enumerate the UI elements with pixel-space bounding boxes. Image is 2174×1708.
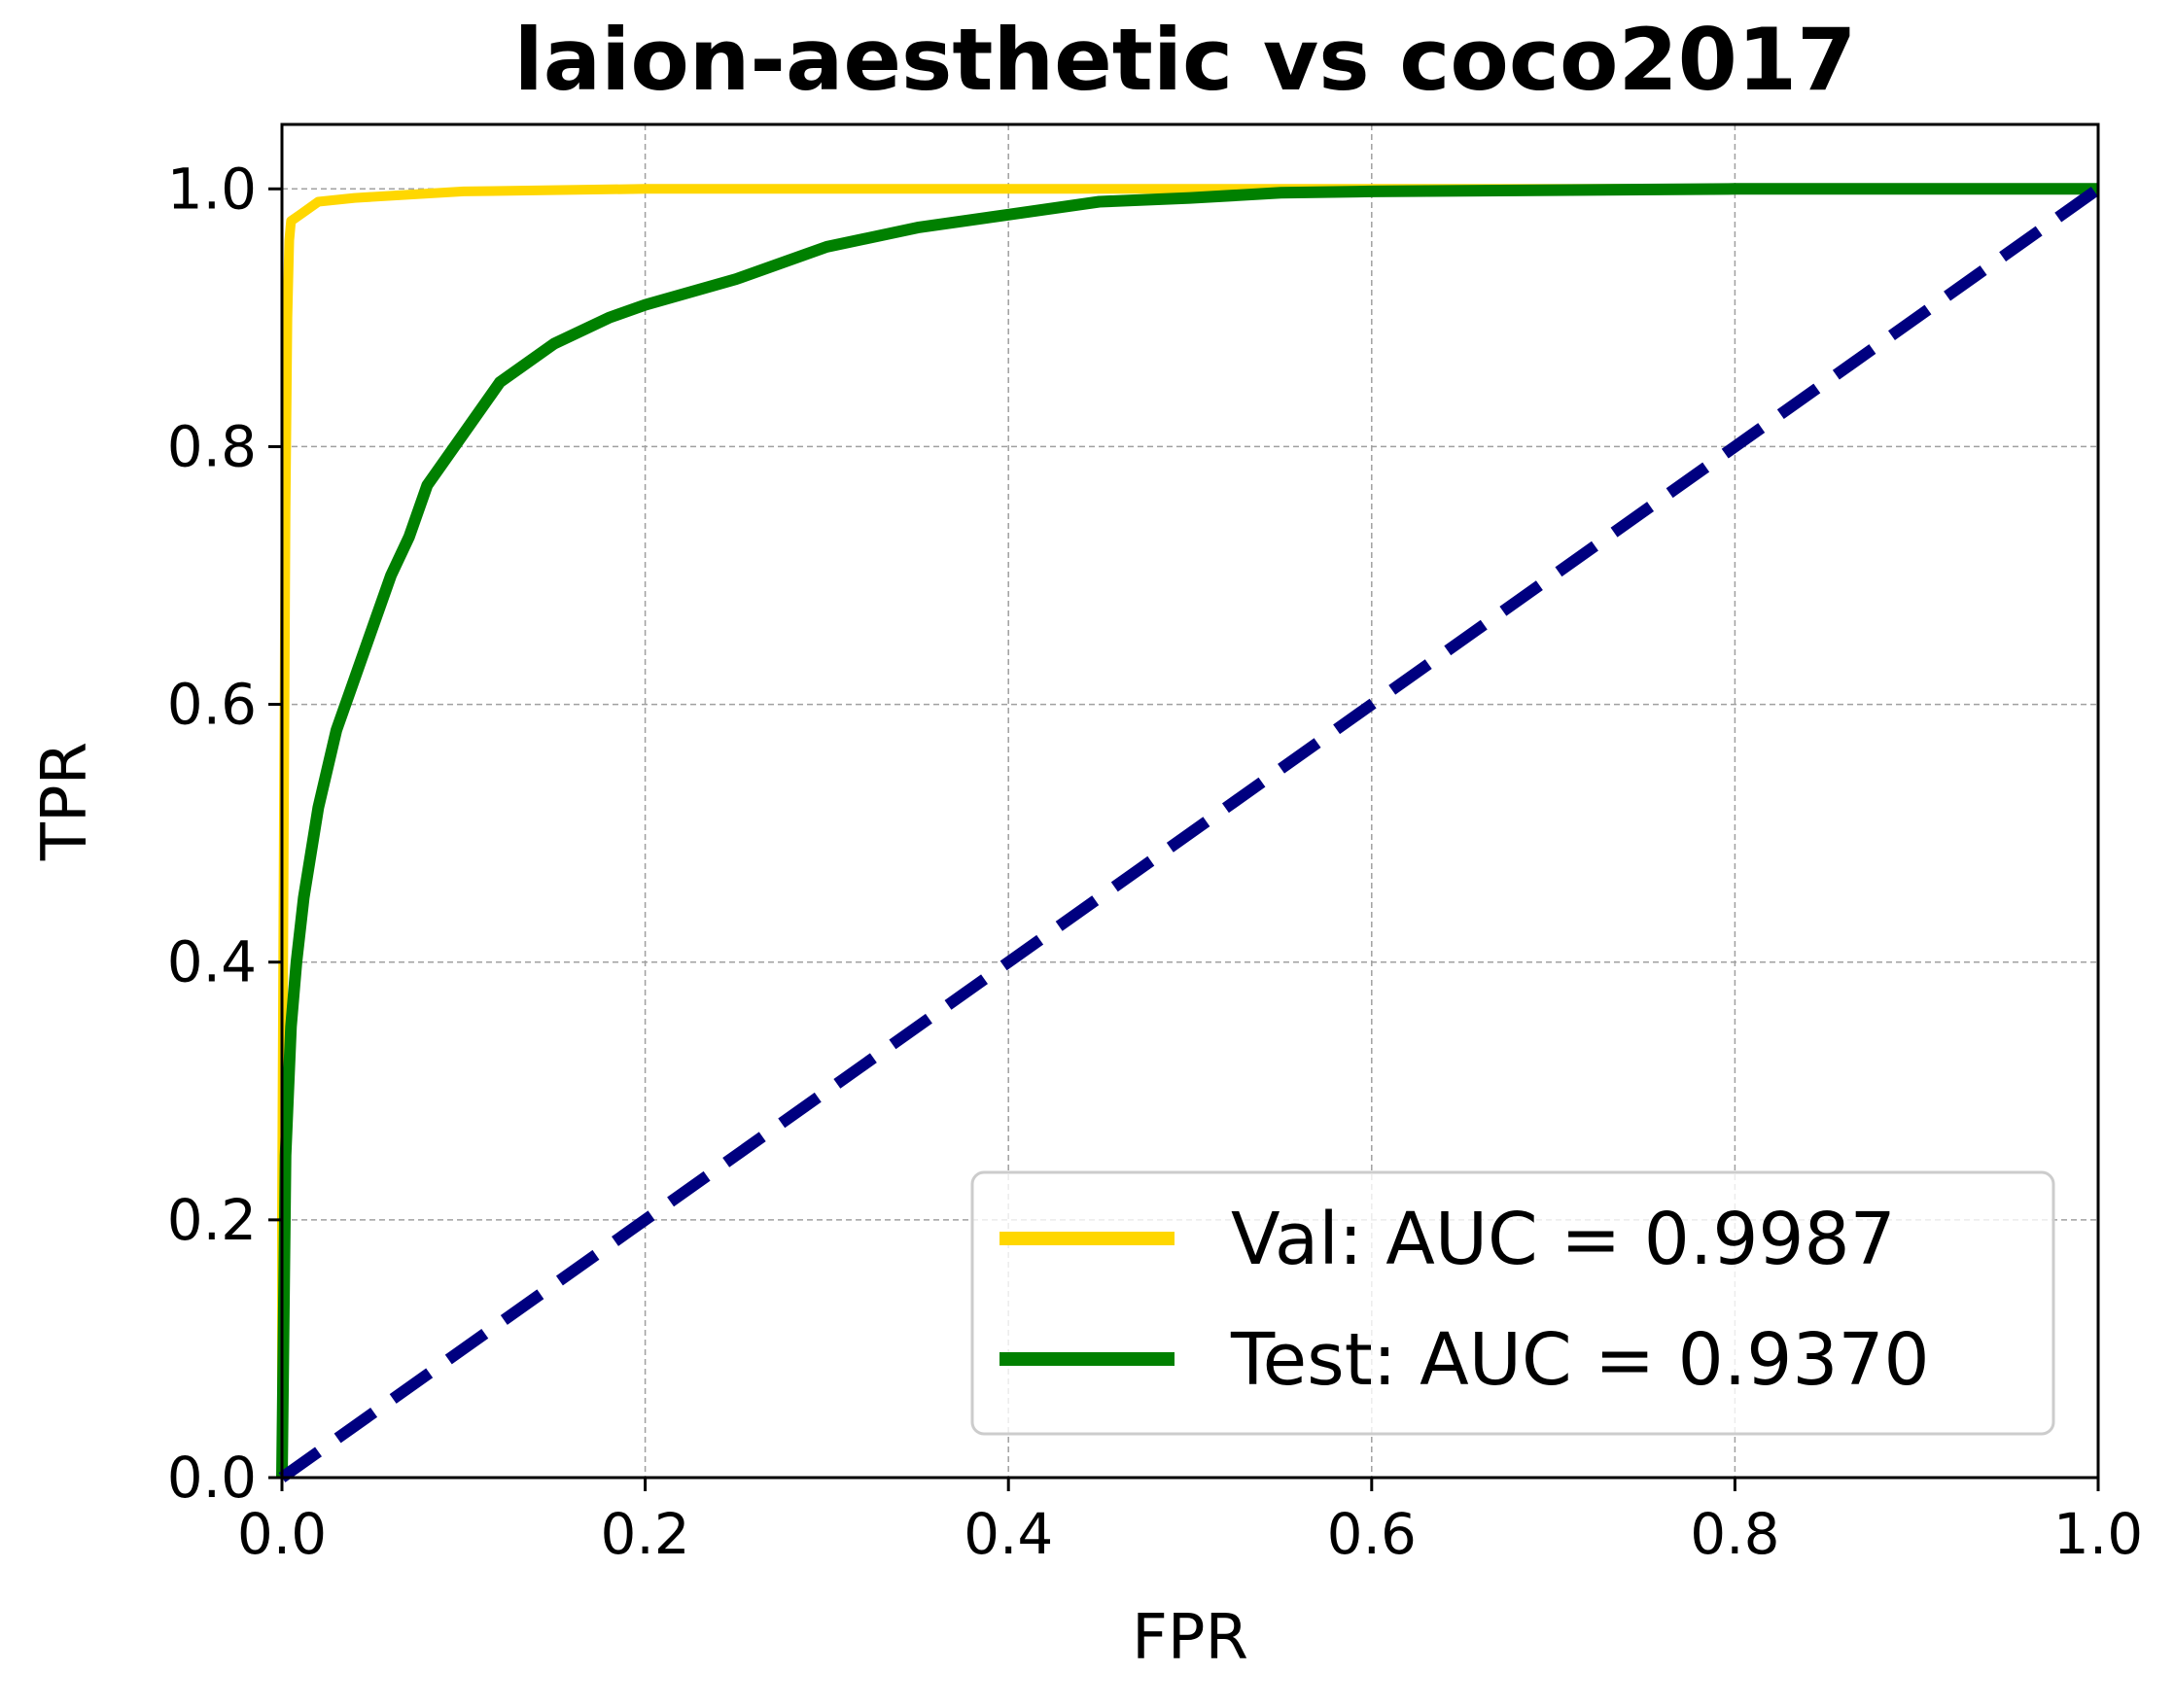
x-tick-label: 0.4: [964, 1501, 1053, 1567]
y-tick-label: 0.2: [167, 1187, 257, 1253]
x-tick-label: 1.0: [2053, 1501, 2143, 1567]
legend-label-val: Val: AUC = 0.9987: [1231, 1198, 1896, 1281]
ticks-layer: 0.0 0.2 0.4 0.6 0.8 1.0 0.0 0.2 0.4 0.6 0.8 1.0: [167, 156, 2143, 1567]
x-tick-label: 0.8: [1690, 1501, 1779, 1567]
lines-layer: [276, 183, 2102, 1482]
y-tick-label: 0.6: [167, 672, 257, 738]
legend: Val: AUC = 0.9987 Test: AUC = 0.9370: [970, 1170, 2055, 1436]
val-roc-line: [277, 184, 2098, 1478]
y-tick-label: 0.0: [167, 1445, 257, 1511]
x-tick-label: 0.2: [600, 1501, 689, 1567]
chart-title: laion-aesthetic vs coco2017: [514, 10, 1857, 110]
y-axis-label: TPR: [29, 742, 101, 861]
x-tick-label: 0.0: [237, 1501, 327, 1567]
y-tick-label: 1.0: [167, 156, 257, 222]
y-tick-label: 0.8: [167, 413, 257, 479]
plot-frame: [280, 122, 2100, 1480]
x-tick-label: 0.6: [1327, 1501, 1417, 1567]
legend-box: [970, 1170, 2055, 1436]
legend-label-test: Test: AUC = 0.9370: [1230, 1318, 1930, 1402]
y-tick-label: 0.4: [167, 929, 257, 995]
test-roc-line: [276, 183, 2098, 1479]
chance-diagonal-line: [278, 184, 2102, 1482]
x-axis-label: FPR: [1132, 1602, 1248, 1674]
